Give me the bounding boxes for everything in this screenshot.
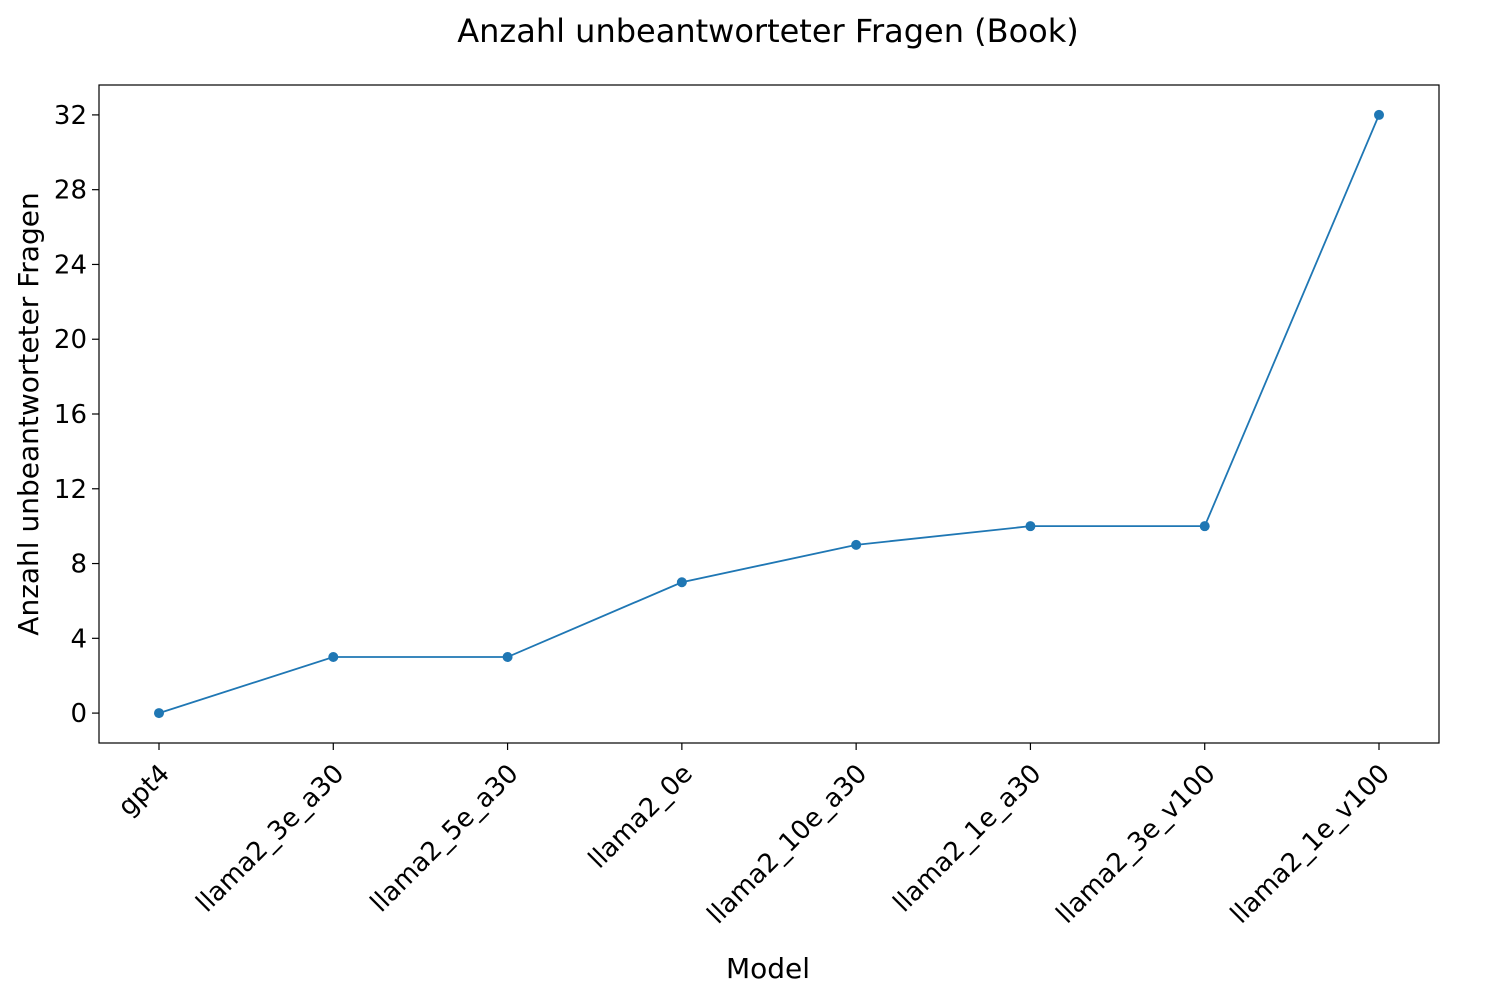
x-tick-label: llama2_0e <box>583 759 699 875</box>
x-axis-label: Model <box>726 952 810 985</box>
series-line <box>158 114 1380 714</box>
x-tick-label: llama2_3e_v100 <box>1051 759 1222 930</box>
y-axis: 0 4 8 12 16 20 24 28 32 <box>54 101 99 729</box>
x-tick-label: llama2_3e_a30 <box>191 759 351 919</box>
y-tick-label: 20 <box>54 325 87 355</box>
data-point-llama2_0e <box>676 577 687 588</box>
data-point-gpt4 <box>154 708 164 719</box>
data-point-llama2_1e_v100 <box>1374 109 1384 120</box>
y-tick-label: 8 <box>70 550 87 580</box>
data-point-llama2_5e_a30 <box>502 652 513 663</box>
y-tick-label: 32 <box>54 101 87 131</box>
y-tick-label: 16 <box>54 400 87 430</box>
y-tick-label: 12 <box>54 475 87 505</box>
y-tick-label: 0 <box>70 699 87 729</box>
data-point-llama2_3e_v100 <box>1199 521 1210 532</box>
x-tick-label: llama2_5e_a30 <box>365 759 525 919</box>
x-axis: gpt4 llama2_3e_a30 llama2_5e_a30 llama2_0e l… <box>112 743 1396 930</box>
x-tick-label: llama2_10e_a30 <box>702 759 873 930</box>
plot-frame <box>98 84 1440 744</box>
data-point-llama2_3e_a30 <box>328 652 339 663</box>
x-tick-label: llama2_1e_v100 <box>1225 759 1396 930</box>
x-tick-label: llama2_1e_a30 <box>888 759 1048 919</box>
x-tick-label: gpt4 <box>112 759 175 822</box>
y-axis-label: Anzahl unbeantworteter Fragen <box>12 192 45 635</box>
y-tick-label: 24 <box>54 250 87 280</box>
y-tick-label: 4 <box>70 624 87 654</box>
chart-title: Anzahl unbeantworteter Fragen (Book) <box>457 12 1079 50</box>
data-point-llama2_10e_a30 <box>851 539 862 550</box>
data-point-llama2_1e_a30 <box>1025 521 1036 532</box>
series-group <box>154 109 1384 719</box>
y-tick-label: 28 <box>54 176 87 206</box>
